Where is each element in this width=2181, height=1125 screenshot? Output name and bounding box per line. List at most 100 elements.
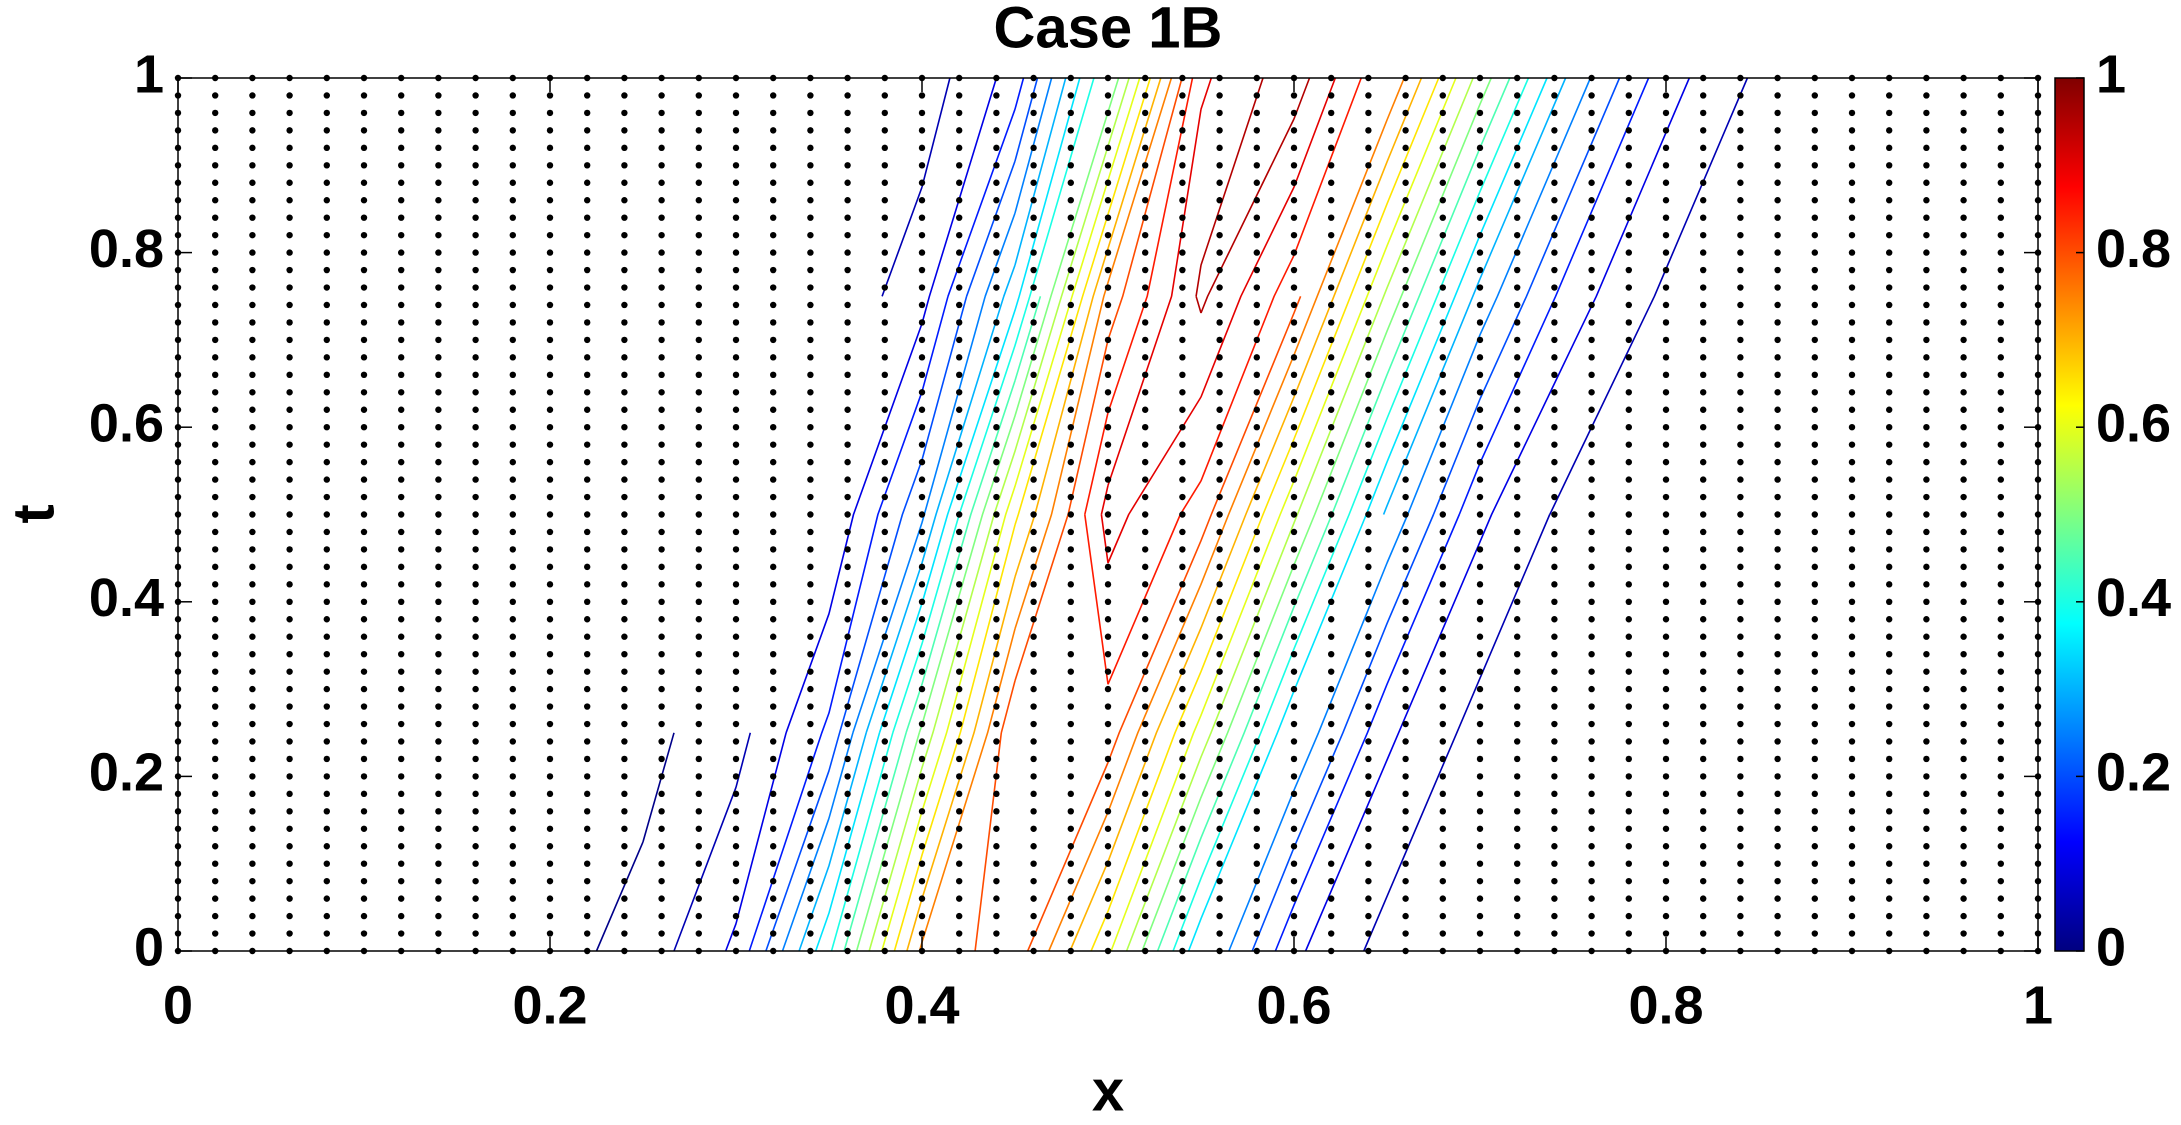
grid-point [1142, 563, 1149, 571]
grid-point [1067, 738, 1075, 745]
grid-point [472, 860, 479, 867]
grid-point [881, 476, 888, 483]
grid-point [1030, 493, 1037, 501]
contour-line [1084, 77, 1362, 685]
grid-point [398, 773, 405, 780]
grid-point [212, 162, 219, 169]
grid-point [621, 616, 628, 623]
grid-point [1402, 633, 1409, 640]
grid-point [472, 458, 479, 466]
grid-point [1290, 912, 1298, 920]
grid-point [658, 563, 665, 571]
grid-point [881, 458, 888, 466]
grid-point [621, 319, 628, 326]
grid-point [1067, 179, 1075, 186]
grid-point [1848, 371, 1856, 379]
grid-point [1253, 284, 1261, 291]
grid-point [993, 406, 1000, 413]
grid-point [1886, 249, 1893, 256]
grid-point [1402, 598, 1409, 605]
grid-point [1923, 668, 1930, 675]
grid-point [844, 354, 851, 361]
grid-point [584, 703, 591, 710]
grid-point [1104, 458, 1112, 466]
grid-point [695, 284, 702, 291]
grid-point [807, 301, 814, 309]
grid-point [1365, 441, 1372, 448]
grid-point [1774, 877, 1781, 885]
grid-point [1514, 214, 1521, 221]
grid-point [1216, 703, 1223, 710]
grid-point [1476, 319, 1484, 326]
grid-point [918, 720, 926, 728]
grid-point [472, 92, 479, 99]
grid-point [1365, 877, 1372, 885]
grid-point [1030, 109, 1037, 117]
grid-point [1402, 546, 1409, 553]
grid-point [360, 336, 368, 344]
grid-point [1811, 179, 1819, 186]
grid-point [732, 773, 740, 780]
grid-point [1848, 127, 1856, 134]
grid-point [1960, 493, 1967, 501]
grid-point [807, 511, 814, 518]
grid-point [695, 895, 702, 902]
grid-point [695, 581, 702, 588]
grid-point [435, 179, 442, 186]
grid-point [1886, 563, 1893, 571]
grid-point [323, 668, 330, 675]
grid-point [435, 581, 442, 588]
grid-point [1067, 808, 1075, 815]
grid-point [1216, 371, 1223, 379]
grid-point [993, 511, 1000, 518]
grid-point [212, 301, 219, 309]
grid-point [1142, 127, 1149, 134]
grid-point [881, 738, 888, 745]
grid-point [1030, 773, 1037, 780]
grid-point [1365, 755, 1372, 763]
grid-point [844, 528, 851, 536]
grid-point [881, 825, 888, 832]
grid-point [1551, 895, 1558, 902]
contour-line [673, 77, 1749, 952]
grid-point [1960, 336, 1967, 344]
grid-point [881, 179, 888, 186]
grid-point [1216, 476, 1223, 483]
grid-point [621, 476, 628, 483]
grid-point [695, 877, 702, 885]
grid-point [621, 389, 628, 396]
grid-point [621, 109, 628, 117]
grid-point [360, 633, 368, 640]
colorbar-tick-label: 1 [2096, 44, 2126, 104]
grid-point [993, 563, 1000, 571]
grid-point [1328, 685, 1335, 693]
grid-point [546, 598, 554, 605]
grid-point [472, 668, 479, 675]
grid-point [1142, 546, 1149, 553]
grid-point [956, 528, 963, 536]
grid-point [732, 755, 740, 763]
grid-point [1848, 179, 1856, 186]
grid-point [1365, 179, 1372, 186]
grid-point [1923, 720, 1930, 728]
grid-point [1104, 371, 1112, 379]
grid-point [1439, 720, 1447, 728]
grid-point [844, 895, 851, 902]
grid-point [1067, 231, 1075, 239]
grid-point [1662, 581, 1670, 588]
grid-point [770, 912, 777, 920]
grid-point [658, 755, 665, 763]
grid-point [1774, 406, 1781, 413]
grid-point [472, 441, 479, 448]
grid-point [956, 109, 963, 117]
grid-point [212, 703, 219, 710]
grid-point [1067, 616, 1075, 623]
grid-point [286, 144, 293, 152]
grid-point [1328, 301, 1335, 309]
grid-point [435, 127, 442, 134]
grid-point [1253, 493, 1261, 501]
grid-point [1290, 92, 1298, 99]
grid-point [621, 755, 628, 763]
grid-point [1886, 458, 1893, 466]
grid-point [695, 301, 702, 309]
